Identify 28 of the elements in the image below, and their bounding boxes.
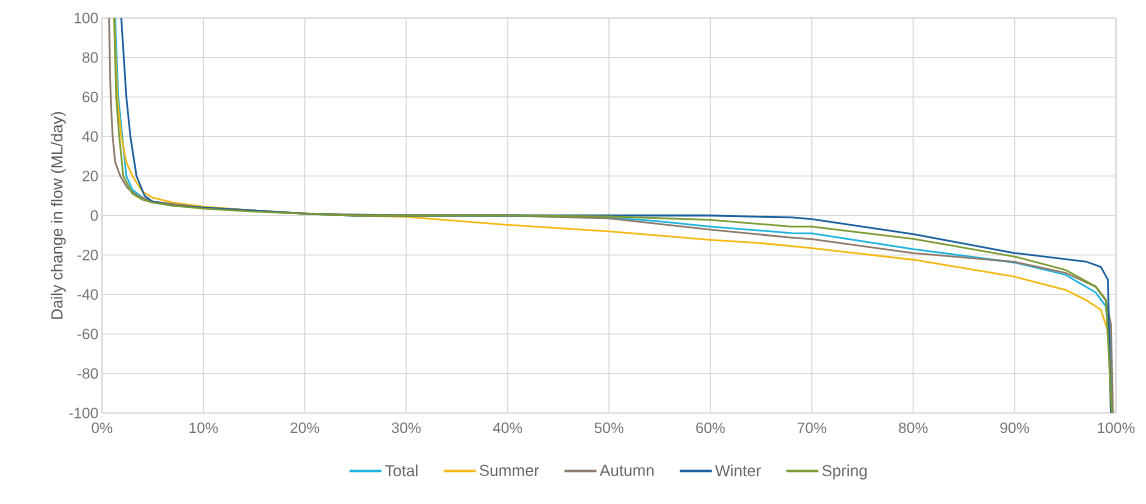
y-tick-label: 100 (74, 12, 98, 24)
legend-label: Spring (822, 464, 867, 480)
x-tick-label: 60% (696, 422, 725, 434)
y-tick-label: 60 (82, 91, 98, 103)
y-tick-label: -100 (69, 407, 98, 419)
x-tick-label: 20% (290, 422, 320, 434)
x-tick-label: 10% (189, 422, 218, 434)
legend-label: Winter (715, 464, 761, 477)
x-tick-label: 40% (492, 422, 523, 434)
y-tick-label: 0 (90, 210, 98, 221)
x-tick-label: 50% (594, 422, 624, 434)
x-tick-label: 90% (1000, 422, 1030, 434)
y-axis-title: Daily change in flow (ML/day) (50, 112, 66, 319)
x-tick-label: 100% (1098, 422, 1135, 434)
legend-label: Total (385, 464, 418, 477)
x-tick-label: 80% (898, 422, 928, 434)
x-tick-label: 0% (91, 422, 113, 434)
y-tick-label: -60 (77, 328, 98, 340)
y-tick-label: 40 (82, 131, 98, 142)
y-tick-label: -80 (77, 368, 98, 379)
y-tick-label: -40 (77, 289, 98, 300)
x-tick-label: 30% (391, 422, 421, 434)
x-tick-label: 70% (797, 422, 827, 434)
y-tick-label: -20 (77, 249, 98, 261)
legend-label: Summer (479, 464, 539, 477)
y-tick-label: 20 (82, 170, 98, 182)
legend-label: Autumn (599, 464, 654, 476)
y-tick-label: 80 (82, 52, 98, 63)
